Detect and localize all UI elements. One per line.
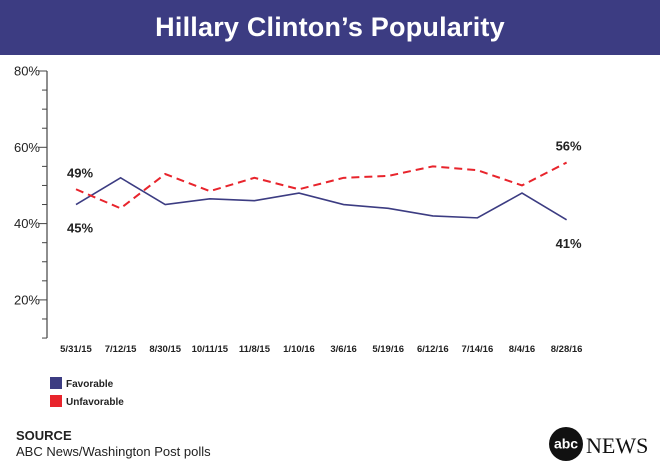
x-tick-label: 1/10/16 bbox=[283, 344, 315, 355]
data-label: 56% bbox=[556, 139, 582, 154]
data-label: 49% bbox=[67, 165, 93, 180]
x-tick-label: 3/6/16 bbox=[330, 344, 356, 355]
data-labels: 49% 45% 56% 41% bbox=[67, 139, 582, 251]
favorable-line bbox=[75, 176, 568, 221]
x-tick-label: 5/19/16 bbox=[372, 344, 404, 355]
legend: Favorable Unfavorable bbox=[50, 377, 124, 408]
y-tick-labels: 80% 60% 40% 20% bbox=[14, 64, 40, 308]
source-title: SOURCE bbox=[16, 428, 72, 443]
y-tick-label: 60% bbox=[14, 140, 40, 155]
x-tick-label: 6/12/16 bbox=[417, 344, 449, 355]
legend-label-unfavorable: Unfavorable bbox=[66, 397, 124, 408]
y-axis bbox=[39, 70, 48, 339]
x-tick-label: 8/30/15 bbox=[149, 344, 181, 355]
x-tick-labels: 5/31/15 7/12/15 8/30/15 10/11/15 11/8/15 1/10… bbox=[60, 344, 582, 355]
y-tick-label: 20% bbox=[14, 292, 40, 307]
x-tick-label: 8/4/16 bbox=[509, 344, 535, 355]
data-label: 41% bbox=[556, 236, 582, 251]
abc-news-logo: abc NEWS bbox=[549, 427, 648, 461]
chart-title: Hillary Clinton’s Popularity bbox=[0, 0, 660, 55]
x-tick-label: 7/14/16 bbox=[462, 344, 494, 355]
source-text: ABC News/Washington Post polls bbox=[16, 444, 211, 459]
y-tick-label: 40% bbox=[14, 216, 40, 231]
unfavorable-line bbox=[75, 161, 568, 210]
legend-swatch-unfavorable bbox=[50, 395, 62, 407]
x-tick-label: 5/31/15 bbox=[60, 344, 92, 355]
x-tick-label: 10/11/15 bbox=[192, 344, 229, 355]
abc-logo-text: abc bbox=[554, 436, 578, 452]
x-tick-label: 8/28/16 bbox=[551, 344, 583, 355]
line-chart: 80% 60% 40% 20% 5/31/15 7/12/15 8/30/15 10/11/… bbox=[14, 64, 582, 409]
news-logo-text: NEWS bbox=[586, 433, 648, 458]
legend-swatch-favorable bbox=[50, 377, 62, 389]
x-tick-label: 7/12/15 bbox=[105, 344, 137, 355]
data-label: 45% bbox=[67, 221, 93, 236]
series-lines bbox=[75, 161, 568, 221]
x-tick-label: 11/8/15 bbox=[239, 344, 271, 355]
legend-label-favorable: Favorable bbox=[66, 379, 114, 390]
y-tick-label: 80% bbox=[14, 64, 40, 79]
abc-logo-circle bbox=[549, 427, 583, 461]
